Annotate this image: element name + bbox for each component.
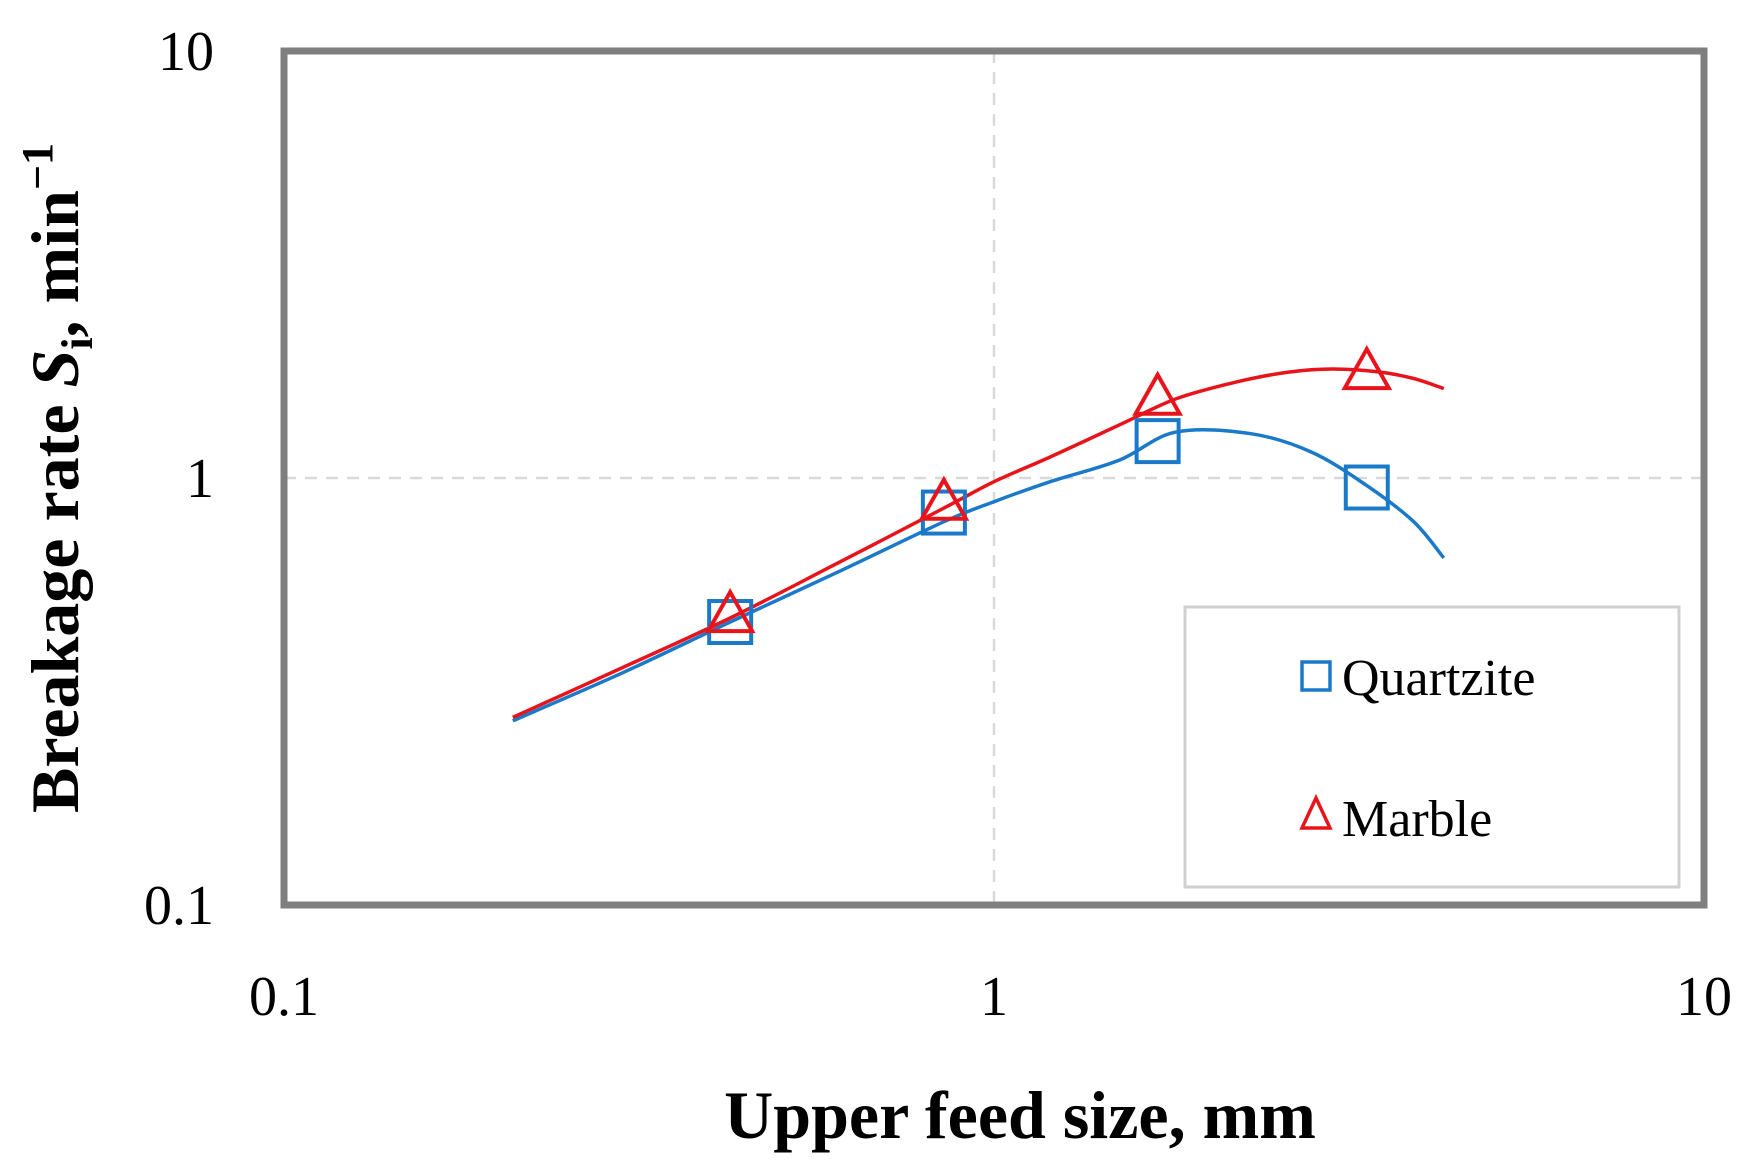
y-tick-label-2: 10 [158,21,214,83]
x-tick-label-2: 10 [1676,966,1732,1028]
marble-point-3 [1341,344,1393,391]
gridlines [284,51,1704,905]
y-axis-title-subscript: i [53,337,102,349]
marble-point-0 [704,588,756,634]
legend-quartzite-marker [1300,660,1332,692]
legend: Quartzite Marble [1183,605,1681,889]
y-axis-title-superscript: −1 [13,143,62,190]
quartzite-point-3 [1343,464,1390,511]
plot-area-border [280,47,1708,909]
y-axis-ticks: 0.1 1 10 [144,21,214,937]
marble-point-2 [1132,370,1184,416]
y-axis-title: Breakage rate Si, min−1 [13,143,102,813]
legend-marble-marker [1299,793,1333,830]
legend-quartzite-label: Quartzite [1342,650,1535,707]
quartzite-point-0 [707,599,754,646]
x-axis-ticks: 0.1 1 10 [249,966,1732,1028]
quartzite-point-1 [920,489,967,536]
quartzite-point-2 [1134,418,1181,465]
x-tick-label-1: 1 [980,966,1008,1028]
y-axis-title-suffix: , min [17,190,93,337]
y-tick-label-0: 0.1 [144,875,214,937]
y-axis-title-prefix: Breakage rate [17,388,93,814]
x-tick-label-0: 0.1 [249,966,319,1028]
x-axis-title: Upper feed size, mm [724,1077,1316,1153]
y-axis-title-symbol: S [17,350,93,388]
data-markers [704,344,1393,646]
legend-marble-label: Marble [1342,791,1492,848]
y-tick-label-1: 1 [186,448,214,510]
legend-box [1183,605,1681,889]
marble-point-1 [918,475,970,521]
